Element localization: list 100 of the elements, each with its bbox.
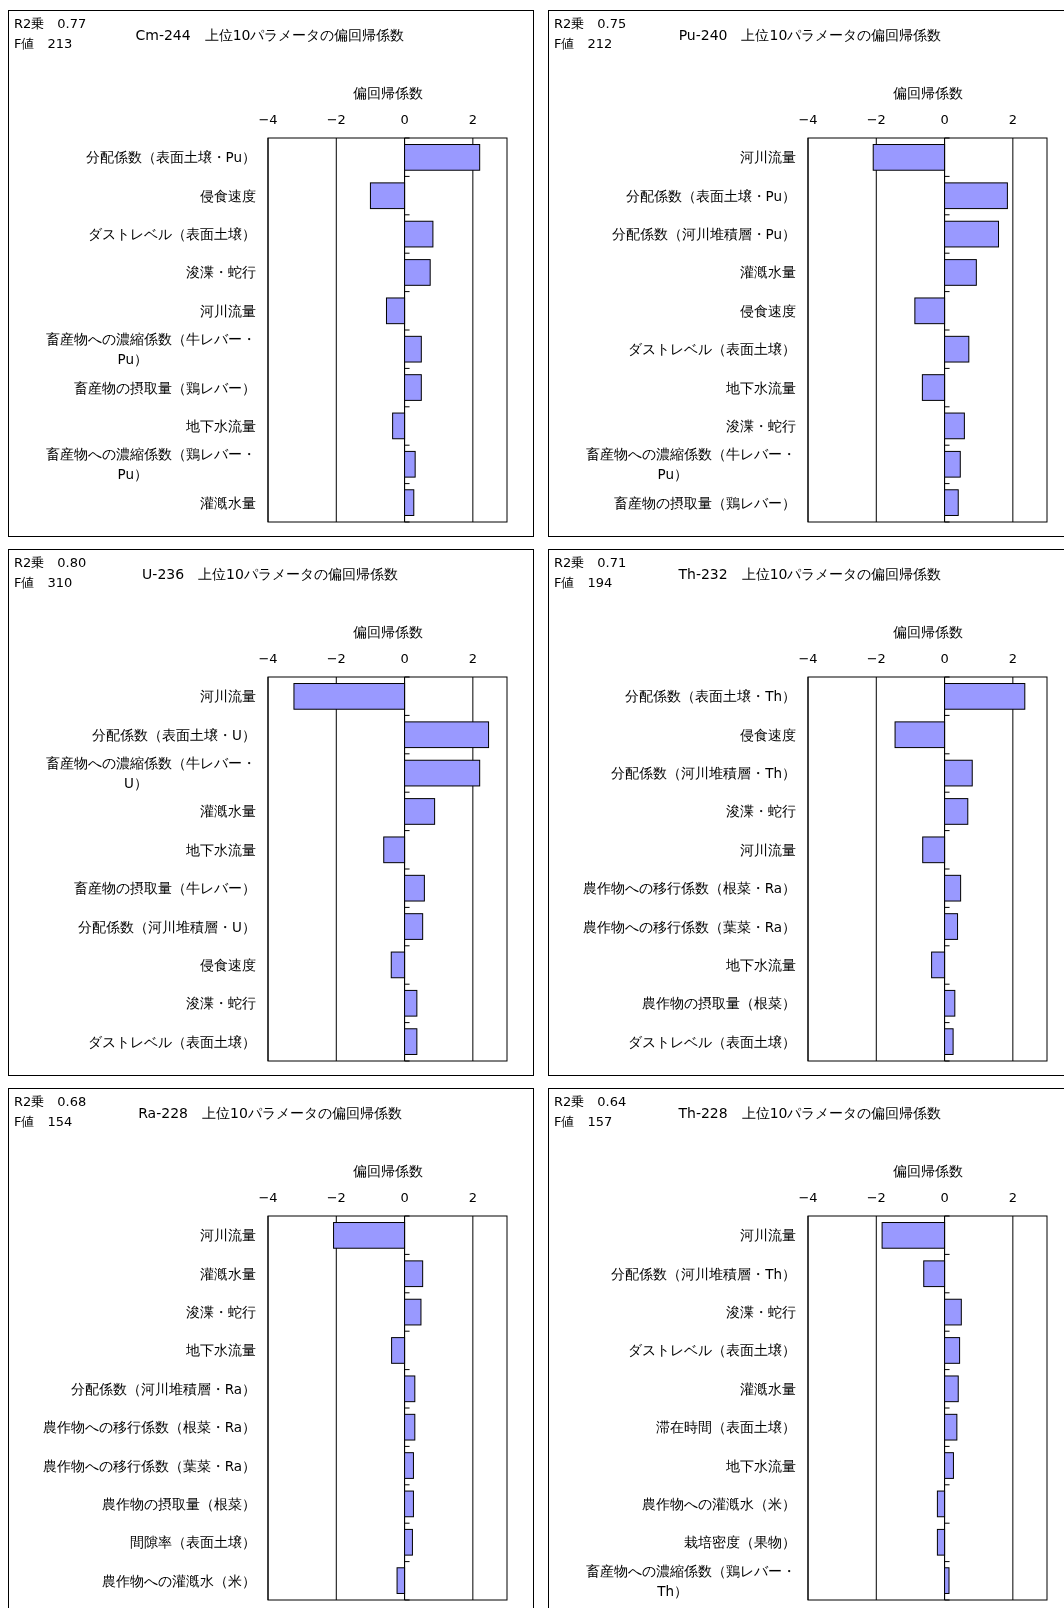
y-tick-label: 地下水流量 [725, 379, 796, 396]
y-tick-label: 侵食速度 [200, 187, 256, 204]
y-tick-label: 分配係数（表面土壌・Pu） [625, 187, 796, 204]
y-tick-label: 侵食速度 [740, 726, 796, 743]
y-tick-label: 灌漑水量 [200, 1265, 256, 1282]
y-tick-label: 農作物への移行係数（根菜・Ra） [42, 1419, 256, 1436]
y-tick-label: 河川流量 [740, 841, 796, 858]
y-tick-label: 地下水流量 [185, 1342, 256, 1359]
y-tick-label: 侵食速度 [740, 302, 796, 319]
y-tick-label: ダストレベル（表面土壌） [628, 1342, 796, 1359]
y-tick-label: 畜産物への濃縮係数（牛レバー・Pu） [586, 446, 796, 483]
x-tick-label: −2 [866, 651, 886, 666]
x-tick-label: −4 [258, 651, 278, 666]
x-tick-label: −2 [326, 112, 346, 127]
x-tick-label: −4 [258, 1190, 278, 1205]
y-tick-label: 河川流量 [200, 688, 256, 705]
y-tick-label: 農作物への移行係数（葉菜・Ra） [42, 1457, 256, 1474]
text: F値 154 [14, 1114, 73, 1129]
y-tick-label: 河川流量 [740, 149, 796, 166]
y-tick-label: 分配係数（河川堆積層・Th） [611, 765, 796, 782]
y-tick-label: 河川流量 [200, 302, 256, 319]
y-tick-label: 農作物への移行係数（葉菜・Ra） [582, 918, 796, 935]
chart-title: Cm-244 上位10パラメータの偏回帰係数 [135, 27, 405, 43]
y-tick-label: 間隙率（表面土壌） [130, 1534, 256, 1551]
y-tick-label: 農作物への灌漑水（米） [642, 1495, 796, 1512]
text: F値 213 [14, 36, 73, 51]
x-tick-label: 2 [1008, 1190, 1017, 1205]
x-tick-label: −2 [326, 651, 346, 666]
chart-title: Th-232 上位10パラメータの偏回帰係数 [677, 566, 942, 582]
x-tick-label: −4 [798, 112, 818, 127]
y-tick-label: 浚渫・蛇行 [726, 803, 796, 820]
y-tick-label: ダストレベル（表面土壌） [88, 1033, 256, 1050]
y-tick-label: 灌漑水量 [200, 803, 256, 820]
y-tick-label: 畜産物への濃縮係数（牛レバー・U） [46, 755, 256, 792]
x-axis-title: 偏回帰係数 [892, 85, 963, 101]
x-tick-label: 2 [468, 651, 477, 666]
x-tick-label: 0 [940, 1190, 949, 1205]
x-tick-label: 0 [940, 651, 949, 666]
y-tick-label: 地下水流量 [185, 841, 256, 858]
y-tick-label: 灌漑水量 [200, 494, 256, 511]
y-tick-label: 浚渫・蛇行 [186, 995, 256, 1012]
chart-title: Th-228 上位10パラメータの偏回帰係数 [677, 1105, 942, 1121]
y-tick-label: 河川流量 [740, 1227, 796, 1244]
y-tick-label: 分配係数（河川堆積層・Th） [611, 1265, 796, 1282]
x-tick-label: 0 [400, 1190, 409, 1205]
x-tick-label: −2 [866, 1190, 886, 1205]
y-tick-label: 分配係数（表面土壌・Pu） [85, 149, 256, 166]
y-tick-label: ダストレベル（表面土壌） [88, 226, 256, 243]
x-tick-label: −4 [258, 112, 278, 127]
text: R2乗 0.77 [14, 16, 87, 31]
text: F値 310 [14, 575, 73, 590]
y-tick-label: 栽培密度（果物） [684, 1534, 796, 1551]
y-tick-label: 浚渫・蛇行 [726, 1304, 796, 1321]
x-tick-label: −2 [326, 1190, 346, 1205]
x-tick-label: 0 [400, 112, 409, 127]
chart-title: Pu-240 上位10パラメータの偏回帰係数 [678, 27, 942, 43]
y-tick-label: 河川流量 [200, 1227, 256, 1244]
x-axis-title: 偏回帰係数 [352, 85, 423, 101]
x-tick-label: 2 [1008, 651, 1017, 666]
chart-title: Ra-228 上位10パラメータの偏回帰係数 [138, 1105, 402, 1121]
y-tick-label: 農作物の摂取量（根菜） [642, 995, 796, 1012]
x-tick-label: 0 [400, 651, 409, 666]
text: F値 212 [554, 36, 613, 51]
y-tick-label: 分配係数（河川堆積層・U） [78, 918, 256, 935]
y-tick-label: 浚渫・蛇行 [186, 1304, 256, 1321]
y-tick-label: 浚渫・蛇行 [186, 264, 256, 281]
chart-title: U-236 上位10パラメータの偏回帰係数 [142, 566, 398, 582]
x-tick-label: 2 [468, 112, 477, 127]
text: R2乗 0.64 [554, 1094, 627, 1109]
x-tick-label: 2 [468, 1190, 477, 1205]
y-tick-label: 地下水流量 [185, 417, 256, 434]
y-tick-label: 地下水流量 [725, 956, 796, 973]
y-tick-label: 滞在時間（表面土壌） [656, 1419, 796, 1436]
x-axis-title: 偏回帰係数 [892, 624, 963, 640]
y-tick-label: 地下水流量 [725, 1457, 796, 1474]
y-tick-label: 分配係数（河川堆積層・Ra） [70, 1380, 256, 1397]
y-tick-label: 分配係数（河川堆積層・Pu） [611, 226, 796, 243]
x-tick-label: 2 [1008, 112, 1017, 127]
y-tick-label: 畜産物への濃縮係数（鶏レバー・Th） [586, 1562, 796, 1599]
y-tick-label: 分配係数（表面土壌・Th） [625, 688, 796, 705]
y-tick-label: 浚渫・蛇行 [726, 417, 796, 434]
y-tick-label: 灌漑水量 [740, 264, 796, 281]
x-axis-title: 偏回帰係数 [352, 624, 423, 640]
x-tick-label: −4 [798, 651, 818, 666]
y-tick-label: 侵食速度 [200, 956, 256, 973]
x-tick-label: 0 [940, 112, 949, 127]
text: R2乗 0.68 [14, 1094, 87, 1109]
y-tick-label: 農作物への灌漑水（米） [102, 1572, 256, 1589]
y-tick-label: ダストレベル（表面土壌） [628, 1033, 796, 1050]
x-axis-title: 偏回帰係数 [352, 1163, 423, 1179]
text: R2乗 0.80 [14, 555, 87, 570]
y-tick-label: 畜産物の摂取量（鶏レバー） [74, 379, 256, 396]
text: R2乗 0.71 [554, 555, 627, 570]
y-tick-label: 畜産物の摂取量（牛レバー） [74, 880, 256, 897]
x-tick-label: −2 [866, 112, 886, 127]
x-axis-title: 偏回帰係数 [892, 1163, 963, 1179]
y-tick-label: ダストレベル（表面土壌） [628, 341, 796, 358]
y-tick-label: 農作物の摂取量（根菜） [102, 1495, 256, 1512]
text: F値 194 [554, 575, 613, 590]
y-tick-label: 灌漑水量 [740, 1380, 796, 1397]
